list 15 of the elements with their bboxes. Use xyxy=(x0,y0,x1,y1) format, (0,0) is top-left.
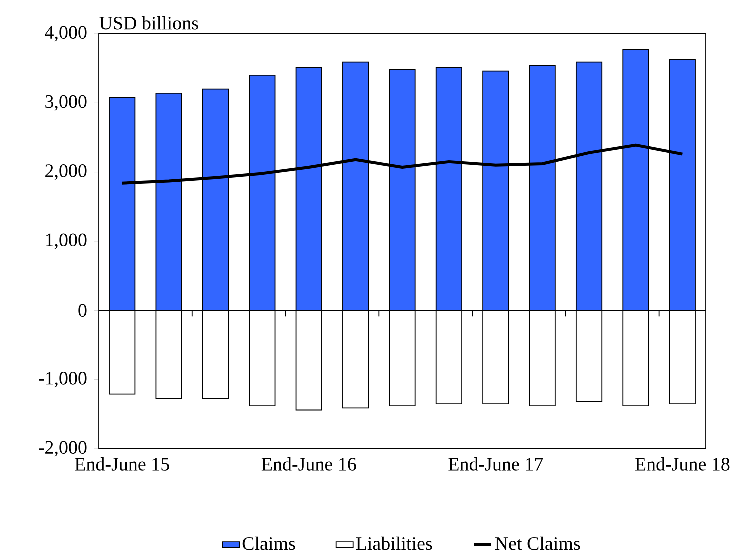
x-tick-label: End-June 16 xyxy=(262,458,356,471)
y-axis-title: USD billions xyxy=(100,16,198,30)
y-tick-label: 3,000 xyxy=(46,95,87,111)
legend-label: Net Claims xyxy=(495,536,580,550)
x-tick-label: End-June 17 xyxy=(448,458,544,471)
y-tick-label: 2,000 xyxy=(46,164,87,180)
y-tick-label: 4,000 xyxy=(45,26,87,42)
y-tick-label: -2,000 xyxy=(39,441,87,457)
x-tick-label: End-June 15 xyxy=(75,458,170,471)
y-tick-label: -1,000 xyxy=(39,372,87,388)
y-tick-label: 1,000 xyxy=(46,234,87,250)
x-tick-label: End-June 18 xyxy=(635,458,730,471)
legend-label: Claims xyxy=(242,536,296,550)
legend-label: Liabilities xyxy=(356,536,432,550)
y-tick-label: 0 xyxy=(78,304,87,318)
